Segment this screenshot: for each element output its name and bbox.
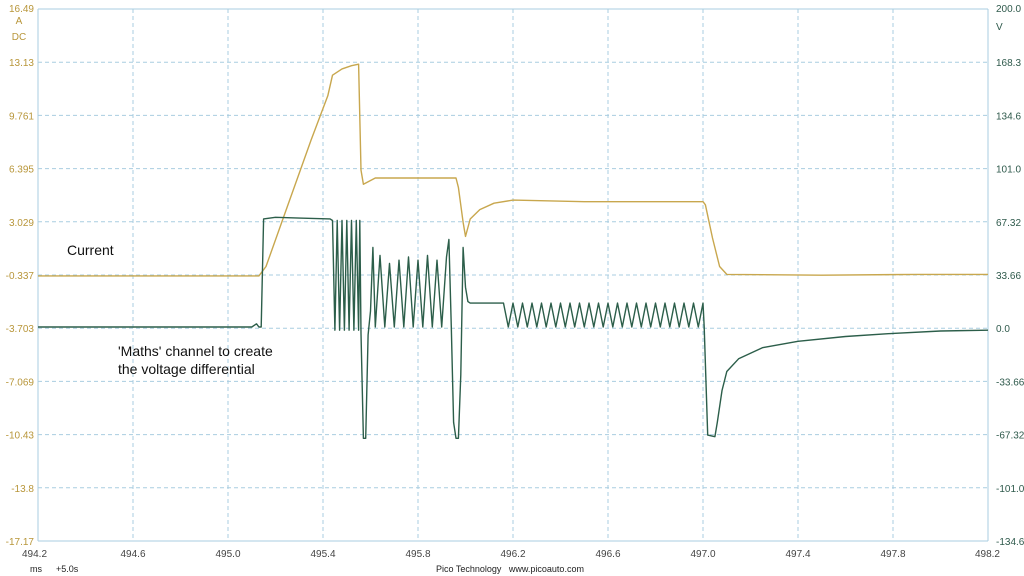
x-axis-tick-label: 496.2 bbox=[500, 549, 525, 560]
right-axis-tick-label: 101.0 bbox=[996, 165, 1021, 176]
x-axis-tick-label: 498.2 bbox=[975, 549, 1000, 560]
annotation-maths-line2: the voltage differential bbox=[118, 361, 255, 377]
x-axis-tick-label: 494.2 bbox=[22, 549, 47, 560]
x-axis-unit: ms bbox=[30, 564, 42, 574]
left-axis-unit: A bbox=[16, 16, 23, 27]
x-axis-tick-label: 496.6 bbox=[595, 549, 620, 560]
left-axis-tick-label: 6.395 bbox=[9, 165, 34, 176]
right-axis-tick-label: -134.6 bbox=[996, 537, 1024, 548]
right-axis-tick-label: -101.0 bbox=[996, 484, 1024, 495]
right-axis-tick-label: 33.66 bbox=[996, 271, 1021, 282]
x-axis-tick-label: 495.0 bbox=[215, 549, 240, 560]
annotation-maths-line1: 'Maths' channel to create bbox=[118, 343, 273, 359]
left-axis-tick-label: -17.17 bbox=[6, 537, 35, 548]
right-axis-tick-label: -33.66 bbox=[996, 377, 1024, 388]
x-axis-offset: +5.0s bbox=[56, 564, 79, 574]
axis-ticks: 16.49 13.13 9.761 6.395 3.029 -0.337 -3.703 -7.… bbox=[6, 4, 1024, 560]
left-axis-tick-label: -10.43 bbox=[6, 431, 35, 442]
footer-credit: Pico Technology www.picoauto.com bbox=[436, 564, 584, 574]
left-axis-tick-label: -0.337 bbox=[6, 271, 35, 282]
right-axis-unit: V bbox=[996, 22, 1003, 33]
annotation-current: Current bbox=[67, 242, 114, 258]
left-axis-tick-label: 13.13 bbox=[9, 58, 34, 69]
right-axis-tick-label: -67.32 bbox=[996, 431, 1024, 442]
left-axis-tick-label: -13.8 bbox=[11, 484, 34, 495]
x-axis-tick-label: 497.0 bbox=[690, 549, 715, 560]
x-axis-tick-label: 495.8 bbox=[405, 549, 430, 560]
right-axis-tick-label: 200.0 bbox=[996, 4, 1021, 15]
x-axis-tick-label: 497.4 bbox=[785, 549, 810, 560]
right-axis-tick-label: 168.3 bbox=[996, 58, 1021, 69]
series-maths-channel-line bbox=[38, 216, 989, 439]
right-axis-tick-label: 67.32 bbox=[996, 218, 1021, 229]
x-axis-tick-label: 495.4 bbox=[310, 549, 335, 560]
left-axis-tick-label: 9.761 bbox=[9, 111, 34, 122]
left-axis-tick-label: 16.49 bbox=[9, 4, 34, 15]
left-axis-tick-label: -3.703 bbox=[6, 324, 35, 335]
left-axis-coupling: DC bbox=[12, 32, 26, 43]
series-layer bbox=[38, 63, 989, 439]
right-axis-tick-label: 134.6 bbox=[996, 111, 1021, 122]
right-axis-tick-label: 0.0 bbox=[996, 324, 1010, 335]
series-current-line bbox=[38, 63, 988, 277]
x-axis-tick-label: 497.8 bbox=[880, 549, 905, 560]
left-axis-tick-label: 3.029 bbox=[9, 218, 34, 229]
left-axis-tick-label: -7.069 bbox=[6, 377, 35, 388]
x-axis-tick-label: 494.6 bbox=[120, 549, 145, 560]
